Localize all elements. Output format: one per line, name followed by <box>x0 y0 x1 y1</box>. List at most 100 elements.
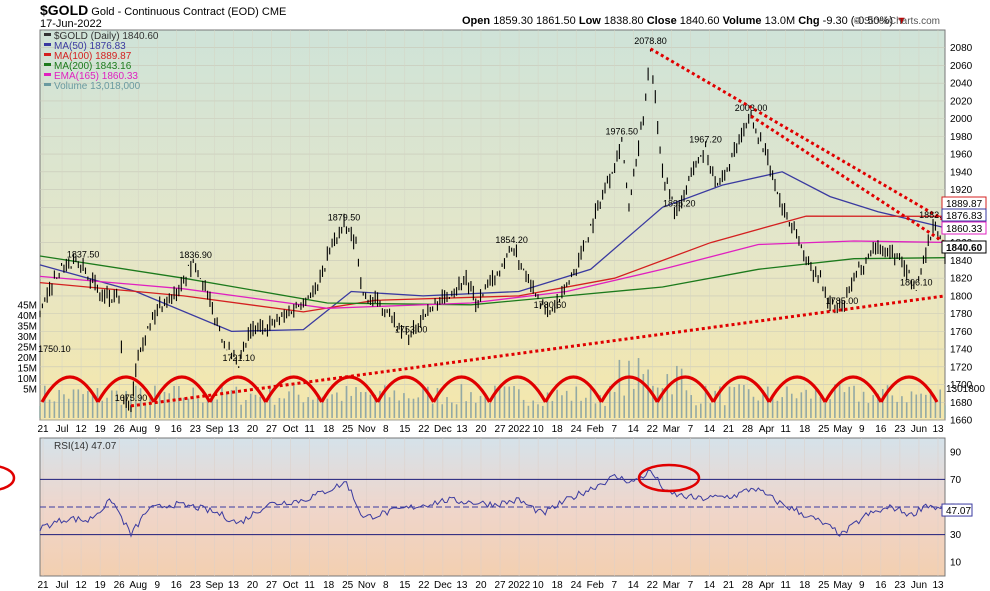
price-tick-label: 1960 <box>950 150 973 161</box>
volume-bar <box>575 386 578 418</box>
x-tick-label: Aug <box>129 580 147 591</box>
price-annotation: 2003.00 <box>735 103 768 113</box>
volume-cycle-arch <box>767 375 827 403</box>
x-tick-label: 16 <box>171 424 183 435</box>
volume-bar <box>58 389 60 418</box>
x-tick-label: 11 <box>304 424 315 435</box>
volume-bar <box>680 368 683 418</box>
volume-bar <box>264 401 266 418</box>
volume-bar <box>556 389 558 418</box>
volume-bar <box>594 403 597 418</box>
volume-bar <box>87 390 89 418</box>
volume-cycle-arch <box>264 375 324 403</box>
volume-bar <box>723 405 726 418</box>
price-annotation: 1806.10 <box>900 278 933 288</box>
x-tick-label: 15 <box>399 424 411 435</box>
volume-bar <box>666 374 669 418</box>
rsi-overbought-circle <box>637 463 701 493</box>
volume-bar <box>757 400 760 418</box>
ma-line-ma50 <box>39 171 946 333</box>
volume-cycle-arch <box>96 375 156 403</box>
x-tick-label: 21 <box>723 424 735 435</box>
volume-bar <box>91 392 94 418</box>
volume-bar <box>886 385 889 418</box>
x-tick-label: 7 <box>688 580 694 591</box>
volume-bar <box>508 386 511 418</box>
volume-bar <box>225 393 228 418</box>
x-tick-label: 13 <box>456 424 468 435</box>
volume-bar <box>307 397 309 418</box>
volume-bar <box>168 393 171 418</box>
volume-bar <box>805 389 807 418</box>
volume-bar <box>532 400 535 418</box>
volume-bar <box>498 386 501 418</box>
x-tick-label: 12 <box>76 580 88 591</box>
x-tick-label: 25 <box>342 424 354 435</box>
volume-bar <box>77 389 80 418</box>
volume-bar <box>699 403 702 418</box>
x-tick-label: 28 <box>742 424 754 435</box>
volume-bar <box>67 398 70 418</box>
volume-bar <box>613 391 616 418</box>
volume-bar <box>211 396 214 418</box>
volume-bar <box>484 392 487 418</box>
price-tick-label: 2040 <box>950 79 973 90</box>
x-tick-label: 2022 <box>508 580 531 591</box>
volume-bar <box>551 400 554 418</box>
legend-entry: $GOLD (Daily) 1840.60 <box>54 31 159 42</box>
x-tick-label: 18 <box>552 424 564 435</box>
volume-bar <box>340 400 343 418</box>
volume-bar <box>120 404 123 418</box>
volume-bar <box>537 404 539 418</box>
volume-bar <box>599 395 602 418</box>
volume-cycle-arch <box>432 375 491 403</box>
volume-bar <box>43 385 46 418</box>
volume-bar <box>460 384 463 418</box>
volume-bar <box>235 386 238 418</box>
x-tick-label: 14 <box>704 424 716 435</box>
volume-bar <box>427 386 429 418</box>
volume-bar <box>403 393 405 418</box>
x-tick-label: Oct <box>283 580 299 591</box>
volume-bar <box>690 395 693 418</box>
volume-bar <box>585 397 587 418</box>
volume-cycle-arch <box>599 375 659 403</box>
x-tick-label: Sep <box>205 424 223 435</box>
volume-bar <box>513 386 515 418</box>
volume-bar <box>527 405 530 418</box>
x-tick-label: 23 <box>190 424 202 435</box>
volume-bar <box>632 388 635 418</box>
volume-bar <box>503 386 506 418</box>
volume-bar <box>834 384 836 418</box>
price-tick-label: 1720 <box>950 362 973 373</box>
price-tick-label: 2000 <box>950 114 973 125</box>
volume-cycle-arch <box>655 375 715 403</box>
x-tick-label: 10 <box>533 580 545 591</box>
x-tick-label: 7 <box>688 424 694 435</box>
volume-bar <box>848 386 851 418</box>
volume-bar <box>546 392 549 418</box>
x-tick-label: 22 <box>418 424 430 435</box>
volume-bar <box>412 398 415 418</box>
volume-bar <box>321 396 324 418</box>
volume-bar <box>249 393 252 418</box>
volume-cycle-arch <box>320 375 380 403</box>
ma-line-ema165 <box>39 240 946 309</box>
legend-swatch <box>44 83 51 86</box>
volume-bar <box>604 405 606 418</box>
ma-line-ma100 <box>39 215 946 313</box>
volume-bar <box>671 394 673 418</box>
volume-tick-label: 25M <box>18 343 37 354</box>
legend-entry: MA(50) 1876.83 <box>54 41 126 52</box>
open-value: 1859.30 <box>493 15 533 27</box>
volume-label: Volume <box>722 15 762 27</box>
volume-bar <box>192 387 195 418</box>
rsi-line <box>39 469 946 538</box>
price-tag-box <box>941 240 987 254</box>
volume-bar <box>455 404 458 418</box>
x-tick-label: 9 <box>859 424 865 435</box>
volume-bar <box>786 386 788 418</box>
volume-bar <box>819 396 822 418</box>
volume-bar <box>470 392 472 418</box>
volume-bar <box>278 397 281 418</box>
